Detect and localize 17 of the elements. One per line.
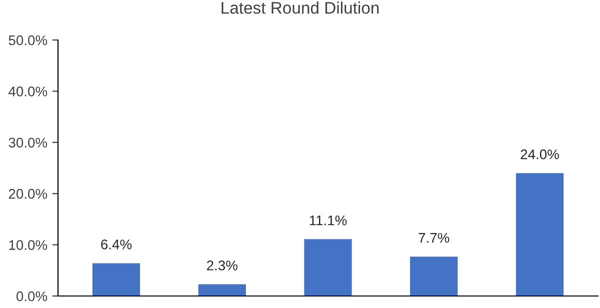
- y-tick-label: 40.0%: [8, 86, 48, 96]
- chart-title: Latest Round Dilution: [222, 2, 379, 14]
- data-label: 7.7%: [418, 232, 450, 243]
- bar: [516, 173, 564, 296]
- bar: [304, 239, 352, 296]
- y-tick-label: 50.0%: [8, 35, 48, 46]
- bar: [410, 256, 458, 296]
- bar: [198, 284, 246, 296]
- data-label: 11.1%: [310, 216, 347, 226]
- y-tick-label: 20.0%: [8, 188, 48, 199]
- bar: [92, 263, 140, 296]
- data-label: 2.3%: [206, 260, 238, 270]
- y-tick-label: 30.0%: [8, 138, 48, 148]
- data-label: 6.4%: [101, 240, 132, 250]
- y-tick-label: 10.0%: [9, 240, 48, 250]
- data-label: 24.0%: [520, 149, 559, 160]
- y-tick-label: 0.0%: [16, 291, 48, 302]
